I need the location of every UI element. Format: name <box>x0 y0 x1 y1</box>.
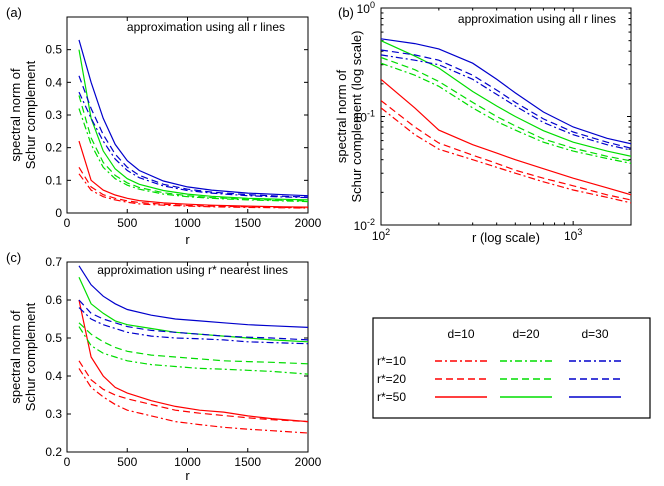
panel-b-series-2 <box>381 78 631 196</box>
panel-c-series-2 <box>78 299 308 423</box>
panel-b-series-7 <box>381 49 631 149</box>
panel-b-axes-frame <box>380 7 632 226</box>
panel-a-xtick-label: 1500 <box>234 216 261 230</box>
legend-row-label: r*=50 <box>377 390 406 404</box>
panel-a-series-4 <box>78 95 308 202</box>
panel-a-label: (a) <box>6 5 22 20</box>
panel-c-xtick-label: 1500 <box>234 455 261 469</box>
legend-header: d=30 <box>581 327 608 341</box>
panel-a-title: approximation using all r lines <box>127 20 285 34</box>
panel-c-title: approximation using r* nearest lines <box>97 263 288 277</box>
panel-c-series-8 <box>78 265 308 328</box>
panel-c-ytick-label: 0.5 <box>45 331 62 345</box>
panel-b-ylabel: spectral norm of <box>334 70 349 164</box>
panel-a-xtick-label: 2000 <box>295 216 322 230</box>
panel-a-xtick-label: 0 <box>64 216 71 230</box>
panel-b-series-3 <box>381 62 631 164</box>
panel-a-series-1 <box>78 166 308 209</box>
legend-row-label: r*=10 <box>377 354 406 368</box>
panel-c-xtick-label: 1000 <box>174 455 201 469</box>
panel-c-xtick-label: 0 <box>64 455 71 469</box>
panel-b-xtick-label: 102 <box>372 227 390 243</box>
panel-a-axes-frame <box>66 16 309 214</box>
panel-a-ytick-label: 0.3 <box>45 108 62 122</box>
panel-a-ytick-label: 0.1 <box>45 173 62 187</box>
legend-header: d=10 <box>447 327 474 341</box>
panel-a-ytick-label: 0.2 <box>45 141 62 155</box>
panel-c-series-1 <box>78 360 308 423</box>
panel-b-xlabel: r (log scale) <box>472 230 540 245</box>
panel-a-ylabel: Schur complement <box>23 60 38 169</box>
panel-c-ytick-label: 0.4 <box>45 369 62 383</box>
panel-a-series-0 <box>78 173 308 209</box>
panel-b-series-6 <box>381 54 631 151</box>
panel-c-xlabel: r <box>185 468 190 483</box>
panel-b-ylabel: Schur complement (log scale) <box>349 31 364 203</box>
panel-a-ylabel: spectral norm of <box>8 68 23 162</box>
panel-a-ytick-label: 0.5 <box>45 43 62 57</box>
panel-c-series-6 <box>78 307 308 345</box>
panel-b-ytick-label: 100 <box>357 0 375 16</box>
panel-a-series-8 <box>78 39 308 197</box>
panel-a-series-6 <box>78 91 308 199</box>
panel-c-series-3 <box>78 326 308 375</box>
panel-a-series-5 <box>78 49 308 201</box>
panel-b-series-1 <box>381 100 631 201</box>
panel-b-ytick-label: 10-1 <box>354 109 375 125</box>
panel-b-xtick-label: 103 <box>564 227 582 243</box>
panel-a-series-7 <box>78 75 308 198</box>
panel-c-xtick-label: 500 <box>117 455 137 469</box>
legend-box <box>372 317 651 419</box>
panel-b-ytick-label: 10-2 <box>354 217 375 233</box>
panel-c-ylabel: Schur complement <box>23 302 38 411</box>
legend-header: d=20 <box>512 327 539 341</box>
panel-c-ytick-label: 0.2 <box>45 445 62 459</box>
panel-b-series-4 <box>381 56 631 162</box>
panel-a-xtick-label: 1000 <box>174 216 201 230</box>
panel-c-axes-frame <box>66 261 309 453</box>
panel-a-ytick-label: 0.4 <box>45 75 62 89</box>
panel-c-label: (c) <box>6 250 21 265</box>
panel-c-ytick-label: 0.7 <box>45 255 62 269</box>
panel-c-xtick-label: 2000 <box>295 455 322 469</box>
panel-a-series-2 <box>78 140 308 208</box>
legend-row-label: r*=20 <box>377 372 406 386</box>
panel-c-series-5 <box>78 276 308 343</box>
panel-b-title: approximation using all r lines <box>458 12 616 26</box>
panel-a-xtick-label: 500 <box>117 216 137 230</box>
panel-c-ytick-label: 0.6 <box>45 293 62 307</box>
panel-c-series-7 <box>78 299 308 341</box>
panel-c-ytick-label: 0.3 <box>45 407 62 421</box>
panel-c-ylabel: spectral norm of <box>8 310 23 404</box>
panel-c-series-0 <box>78 368 308 434</box>
panel-a-xlabel: r <box>185 232 190 247</box>
panel-a-ytick-label: 0 <box>55 206 62 220</box>
panel-b-label: (b) <box>338 5 354 20</box>
panel-c-series-4 <box>78 322 308 365</box>
panel-b-series-8 <box>381 38 631 145</box>
panel-b-series-0 <box>381 107 631 204</box>
panel-b-series-5 <box>381 40 631 157</box>
